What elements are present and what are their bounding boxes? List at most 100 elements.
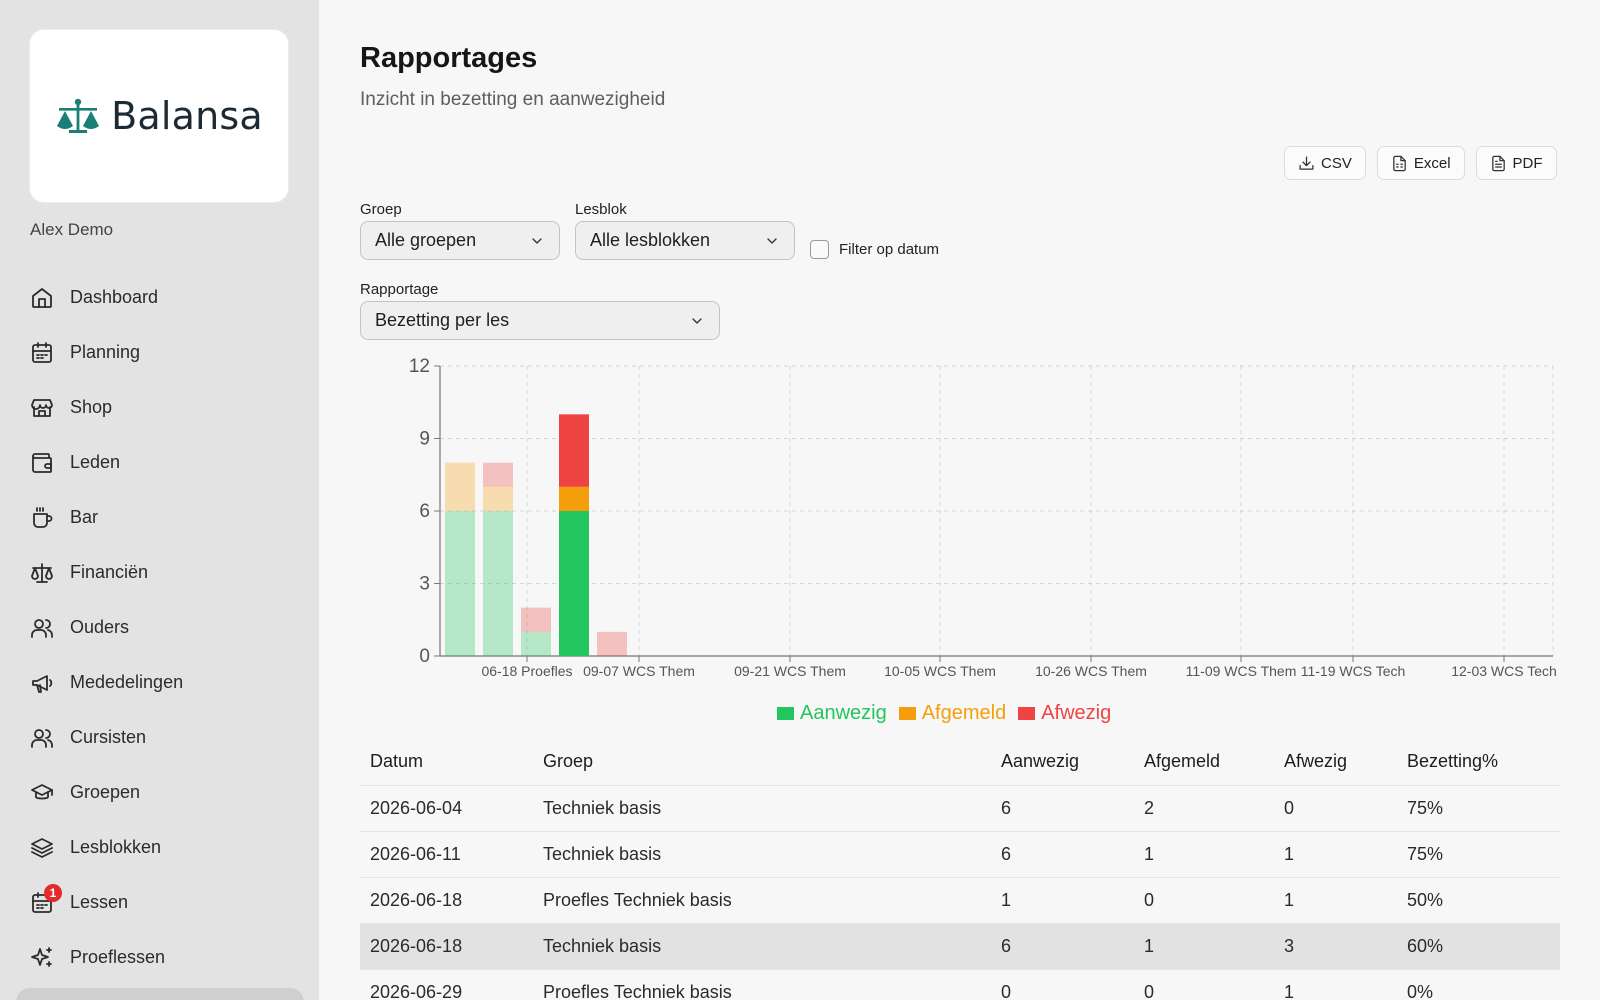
lesblok-select[interactable]: Alle lesblokken [575,221,795,260]
table-row[interactable]: 2026-06-04 Techniek basis 6 2 0 75% [360,786,1560,832]
table-row[interactable]: 2026-06-29 Proefles Techniek basis 0 0 1… [360,970,1560,1000]
page-title: Rapportages [360,42,538,74]
cell-afwezig: 0 [1284,798,1295,818]
users-icon [31,618,53,638]
sidebar-item-groepen[interactable]: Groepen [30,765,300,820]
legend-label-aanwezig: Aanwezig [800,702,887,724]
rapportage-select[interactable]: Bezetting per les [360,301,720,340]
x-tick-label: 10-26 WCS Them [1035,663,1147,679]
sidebar-item-cursisten[interactable]: Cursisten [30,710,300,765]
groep-select-value: Alle groepen [375,230,477,250]
sidebar-item-lesblokken[interactable]: Lesblokken [30,820,300,875]
rapportage-select-value: Bezetting per les [375,310,510,330]
chevron-down-icon [532,237,542,244]
bar-segment-aanwezig [521,631,551,656]
sidebar-item-label: Groepen [70,782,141,802]
y-tick-label: 6 [419,501,430,522]
legend-label-afwezig: Afwezig [1041,702,1112,724]
logo-text: Balansa [111,94,263,138]
sidebar-item-label: Lesblokken [70,837,162,857]
cell-aanwezig: 6 [1001,936,1012,956]
export-csv-button[interactable]: CSV [1284,146,1366,180]
sidebar-item-leden[interactable]: Leden [30,435,300,490]
export-pdf-button[interactable]: PDF [1475,146,1557,180]
file-text-icon [1491,155,1505,171]
sidebar-item-bar[interactable]: Bar [30,490,300,545]
date-filter-toggle[interactable]: Filter op datum [810,240,939,259]
scale-icon [31,562,53,583]
table-row-highlighted[interactable]: 2026-06-18 Techniek basis 6 1 3 60% [360,924,1560,970]
megaphone-icon [32,674,53,693]
cell-afgemeld: 1 [1144,936,1155,956]
home-icon [32,287,52,308]
header-groep[interactable]: Groep [543,751,594,771]
cell-groep: Techniek basis [543,844,662,864]
sidebar-item-planning[interactable]: Planning [30,325,300,380]
sidebar-nav: Dashboard Planning Shop Leden Bar Financ… [30,270,300,985]
lesblok-label: Lesblok [575,201,627,218]
legend-item-aanwezig[interactable]: Aanwezig [777,702,887,725]
cell-afwezig: 3 [1284,936,1295,956]
export-excel-label: Excel [1413,154,1451,172]
header-datum[interactable]: Datum [370,751,424,771]
table-row[interactable]: 2026-06-18 Proefles Techniek basis 1 0 1… [360,878,1560,924]
legend-swatch-afwezig [1018,707,1036,720]
logo[interactable]: Balansa [45,40,273,192]
export-excel-button[interactable]: Excel [1376,146,1465,180]
legend-item-afgemeld[interactable]: Afgemeld [898,702,1006,725]
date-filter-checkbox[interactable] [810,240,829,259]
x-tick-label: 09-21 WCS Them [734,663,846,679]
cell-aanwezig: 6 [1001,844,1012,864]
sidebar: Balansa Alex Demo Dashboard Planning Sho… [0,0,319,1000]
header-aanwezig[interactable]: Aanwezig [1001,751,1080,771]
sidebar-footer-item[interactable] [16,988,304,1000]
table-row[interactable]: 2026-06-11 Techniek basis 6 1 1 75% [360,832,1560,878]
cell-groep: Proefles Techniek basis [543,982,732,1000]
wallet-icon [32,452,52,473]
sidebar-item-label: Dashboard [70,287,159,307]
bar-segment-afgemeld [559,486,589,511]
bar-segment-aanwezig [483,511,513,656]
sidebar-item-shop[interactable]: Shop [30,380,300,435]
sidebar-item-ouders[interactable]: Ouders [30,600,300,655]
cell-datum: 2026-06-18 [370,890,463,910]
y-tick-label: 0 [419,646,430,667]
download-icon [1299,155,1314,170]
bar-segment-aanwezig [445,511,475,656]
cell-groep: Techniek basis [543,798,662,818]
users-icon [31,728,53,748]
cell-bezetting: 75% [1407,798,1444,818]
sidebar-item-mededelingen[interactable]: Mededelingen [30,655,300,710]
header-afgemeld[interactable]: Afgemeld [1144,751,1221,771]
header-afwezig[interactable]: Afwezig [1284,751,1348,771]
lesblok-select-value: Alle lesblokken [590,230,711,250]
cell-bezetting: 75% [1407,844,1444,864]
header-bezetting[interactable]: Bezetting% [1407,751,1499,771]
sidebar-item-label: Proeflessen [70,947,166,967]
x-tick-label: 09-07 WCS Them [583,663,695,679]
groep-select[interactable]: Alle groepen [360,221,560,260]
sidebar-item-financien[interactable]: Financiën [30,545,300,600]
cell-groep: Techniek basis [543,936,662,956]
chart-legend: Aanwezig Afgemeld Afwezig [777,702,1111,725]
x-tick-label: 12-03 WCS Tech [1451,663,1557,679]
rapportage-label: Rapportage [360,281,439,298]
chevron-down-icon [767,237,777,244]
cell-bezetting: 50% [1407,890,1444,910]
sidebar-item-label: Lessen [70,892,129,912]
legend-item-afwezig[interactable]: Afwezig [1018,702,1111,725]
date-filter-label: Filter op datum [839,241,940,258]
logo-card: Balansa [30,30,288,202]
bar-segment-afwezig [483,462,513,487]
layers-icon [31,837,53,858]
sidebar-item-label: Ouders [70,617,130,637]
cup-icon [33,506,53,528]
cell-afwezig: 1 [1284,844,1295,864]
sidebar-item-dashboard[interactable]: Dashboard [30,270,300,325]
sidebar-item-proeflessen[interactable]: Proeflessen [30,930,300,985]
sidebar-item-label: Leden [70,452,121,472]
sidebar-item-lessen[interactable]: 1 Lessen [30,875,300,930]
cell-afwezig: 1 [1284,890,1295,910]
attendance-chart: 0 3 6 9 12 06-18 Proefles 09-07 WCS Them 09-21 … [409,358,1557,679]
export-toolbar: CSV Excel PDF [1284,146,1557,180]
